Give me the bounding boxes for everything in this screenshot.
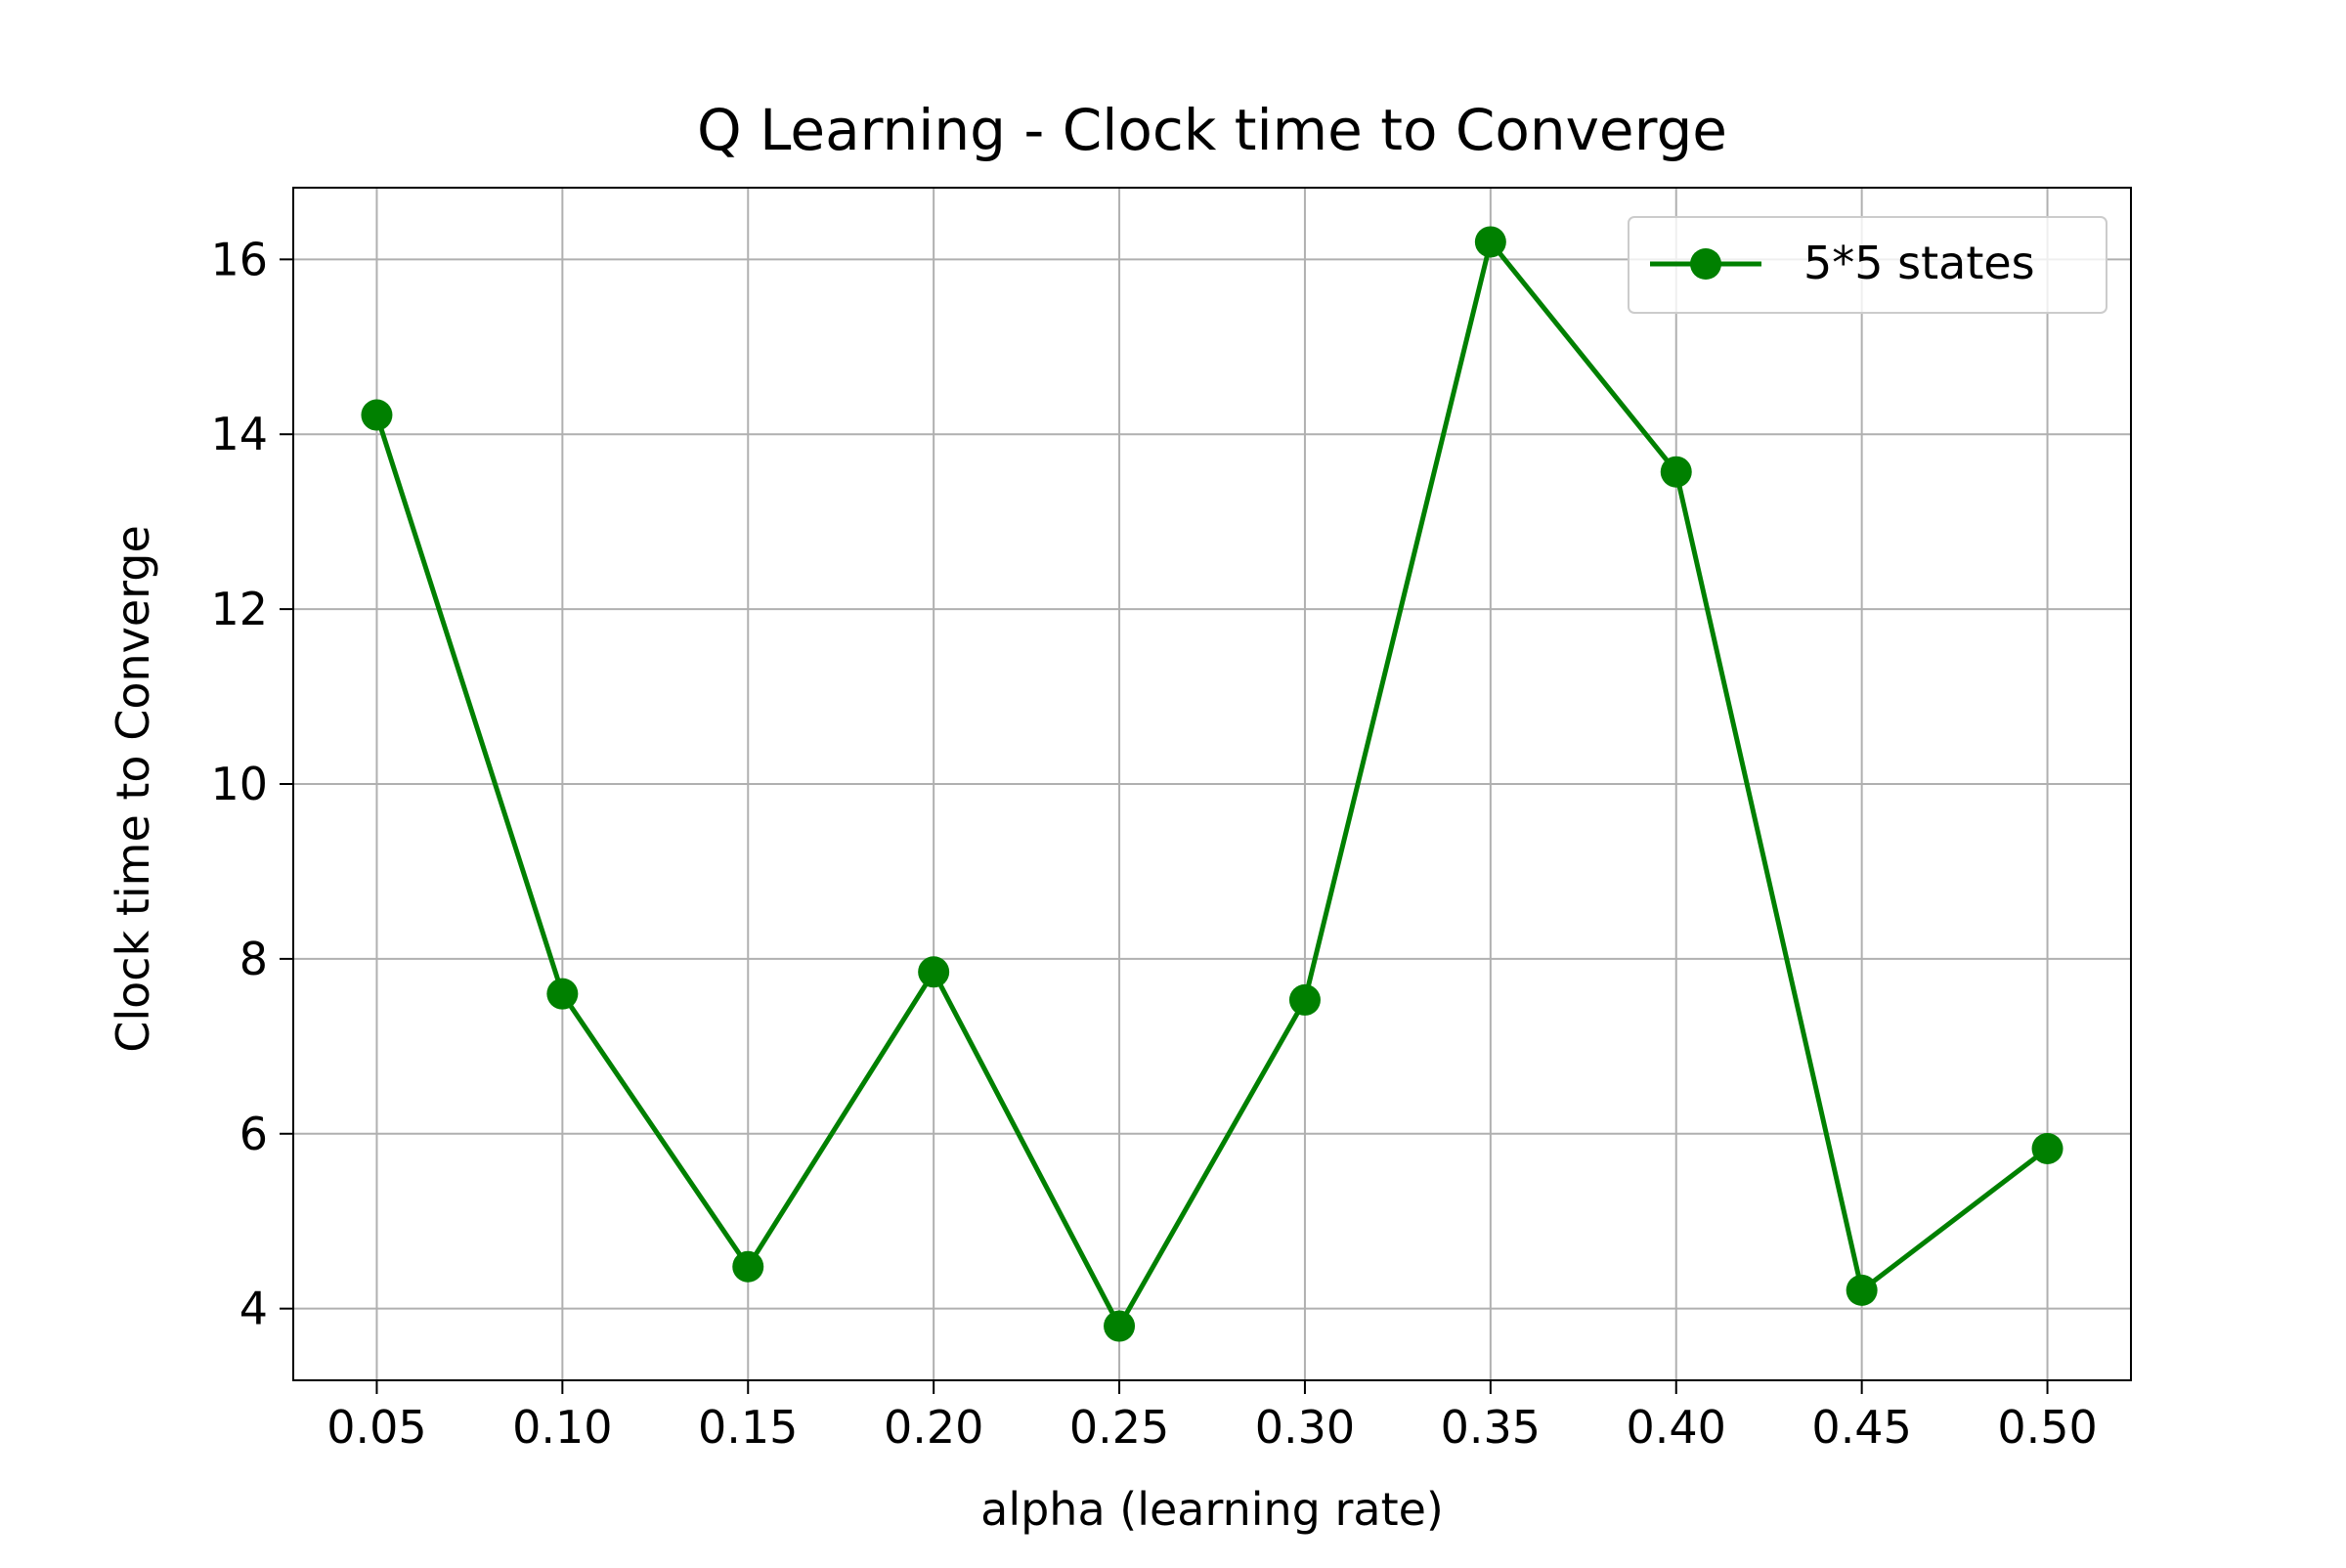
data-point [546, 978, 579, 1010]
series-line [374, 239, 2050, 1329]
y-tick-label: 14 [210, 408, 268, 460]
x-tick-label: 0.20 [884, 1401, 983, 1454]
y-tick-label: 4 [239, 1283, 268, 1335]
data-point [2031, 1132, 2064, 1164]
x-tick-label: 0.40 [1627, 1401, 1726, 1454]
x-tick-label: 0.30 [1255, 1401, 1355, 1454]
data-point [361, 399, 393, 431]
x-tick-label: 0.15 [698, 1401, 798, 1454]
axis-ticks: 0.05 0.10 0.15 0.20 0.25 0.30 0.35 0.40 0.45 0.50… [210, 233, 2097, 1454]
x-axis-label: alpha (learning rate) [980, 1483, 1444, 1536]
data-point [732, 1250, 764, 1283]
legend: 5*5 states [1628, 216, 2107, 314]
x-tick-label: 0.50 [1997, 1401, 2097, 1454]
y-tick-label: 16 [210, 233, 268, 285]
legend-marker-sample [1690, 248, 1721, 280]
x-tick-label: 0.10 [512, 1401, 612, 1454]
data-point [1846, 1274, 1878, 1306]
y-tick-label: 10 [210, 758, 268, 810]
grid [293, 188, 2131, 1380]
data-point [918, 956, 950, 988]
legend-box [1628, 216, 2107, 314]
series-layer [361, 226, 2064, 1342]
y-tick-label: 6 [239, 1108, 268, 1160]
data-point [1104, 1310, 1136, 1342]
chart-title: Q Learning - Clock time to Converge [697, 97, 1727, 163]
y-tick-label: 8 [239, 933, 268, 985]
x-tick-label: 0.05 [326, 1401, 426, 1454]
x-tick-label: 0.35 [1441, 1401, 1541, 1454]
x-tick-label: 0.45 [1811, 1401, 1911, 1454]
y-tick-label: 12 [210, 583, 268, 635]
legend-label: 5*5 states [1803, 237, 2035, 289]
data-point [1288, 983, 1321, 1016]
data-point [1660, 456, 1692, 488]
y-axis-label: Clock time to Converge [107, 525, 159, 1053]
data-point [1474, 226, 1506, 258]
x-tick-label: 0.25 [1069, 1401, 1169, 1454]
